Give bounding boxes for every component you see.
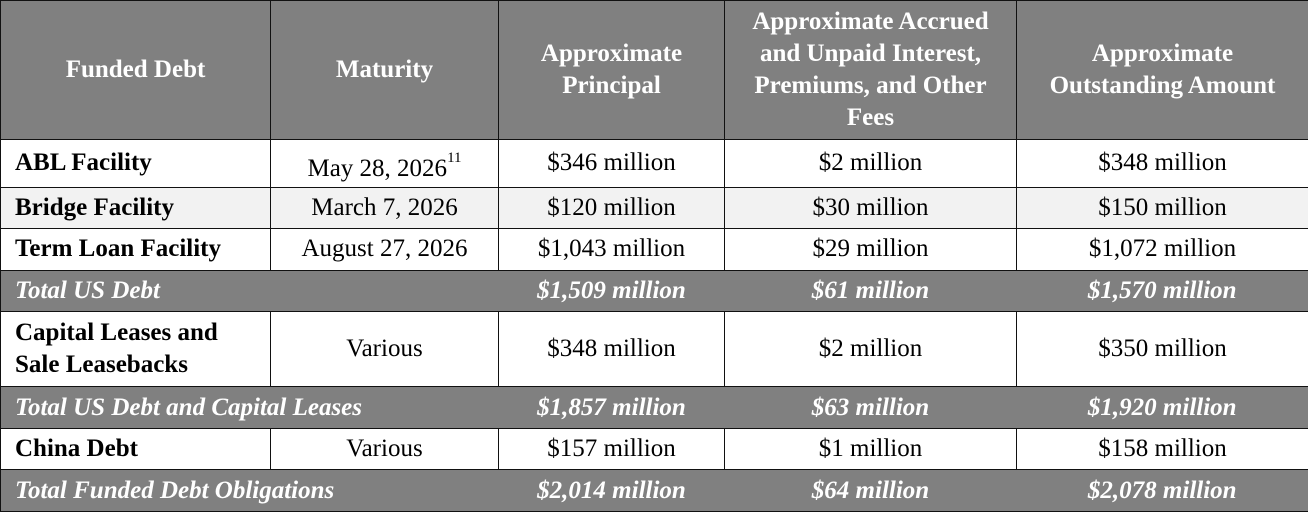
footnote-marker: 11 — [447, 150, 462, 167]
principal-cell: $1,509 million — [498, 269, 725, 313]
principal-cell: $2,014 million — [498, 469, 725, 512]
maturity-cell: May 28, 202611 — [270, 139, 499, 188]
header-maturity: Maturity — [270, 0, 499, 140]
principal-cell: $1,857 million — [498, 386, 725, 429]
interest-cell: $29 million — [724, 228, 1017, 271]
principal-cell: $346 million — [498, 139, 725, 188]
total-label: Total US Debt — [0, 269, 499, 313]
table-row-total-us-debt: Total US Debt $1,509 million $61 million… — [0, 269, 1308, 313]
header-funded-debt: Funded Debt — [0, 0, 271, 140]
row-label: Term Loan Facility — [0, 228, 271, 271]
maturity-cell: August 27, 2026 — [270, 228, 499, 271]
outstanding-cell: $2,078 million — [1016, 469, 1308, 512]
outstanding-cell: $1,920 million — [1016, 386, 1308, 429]
outstanding-cell: $1,072 million — [1016, 228, 1308, 271]
maturity-cell: Various — [270, 311, 499, 388]
row-label: China Debt — [0, 427, 271, 471]
header-outstanding-amount: Approximate Outstanding Amount — [1016, 0, 1308, 140]
table-row-bridge-facility: Bridge Facility March 7, 2026 $120 milli… — [0, 186, 1308, 230]
total-label: Total US Debt and Capital Leases — [0, 386, 499, 429]
total-label: Total Funded Debt Obligations — [0, 469, 499, 512]
header-accrued-interest: Approximate Accrued and Unpaid Interest,… — [724, 0, 1017, 140]
header-row: Funded Debt Maturity Approximate Princip… — [0, 0, 1308, 140]
principal-cell: $157 million — [498, 427, 725, 471]
row-label: Capital Leases and Sale Leasebacks — [0, 311, 271, 388]
table-row-abl-facility: ABL Facility May 28, 202611 $346 million… — [0, 139, 1308, 188]
interest-cell: $61 million — [724, 269, 1017, 313]
table-row-term-loan-facility: Term Loan Facility August 27, 2026 $1,04… — [0, 228, 1308, 271]
interest-cell: $63 million — [724, 386, 1017, 429]
outstanding-cell: $150 million — [1016, 186, 1308, 230]
header-principal: Approximate Principal — [498, 0, 725, 140]
principal-cell: $120 million — [498, 186, 725, 230]
interest-cell: $30 million — [724, 186, 1017, 230]
interest-cell: $64 million — [724, 469, 1017, 512]
row-label: ABL Facility — [0, 139, 271, 188]
outstanding-cell: $348 million — [1016, 139, 1308, 188]
row-label: Bridge Facility — [0, 186, 271, 230]
outstanding-cell: $158 million — [1016, 427, 1308, 471]
maturity-value: May 28, 2026 — [307, 154, 448, 182]
interest-cell: $2 million — [724, 139, 1017, 188]
table-row-china-debt: China Debt Various $157 million $1 milli… — [0, 427, 1308, 471]
table-row-total-us-debt-and-capital-leases: Total US Debt and Capital Leases $1,857 … — [0, 386, 1308, 429]
interest-cell: $1 million — [724, 427, 1017, 471]
table-row-total-funded-debt-obligations: Total Funded Debt Obligations $2,014 mil… — [0, 469, 1308, 512]
outstanding-cell: $350 million — [1016, 311, 1308, 388]
maturity-cell: Various — [270, 427, 499, 471]
outstanding-cell: $1,570 million — [1016, 269, 1308, 313]
interest-cell: $2 million — [724, 311, 1017, 388]
maturity-cell: March 7, 2026 — [270, 186, 499, 230]
table-row-capital-leases: Capital Leases and Sale Leasebacks Vario… — [0, 311, 1308, 388]
principal-cell: $1,043 million — [498, 228, 725, 271]
principal-cell: $348 million — [498, 311, 725, 388]
